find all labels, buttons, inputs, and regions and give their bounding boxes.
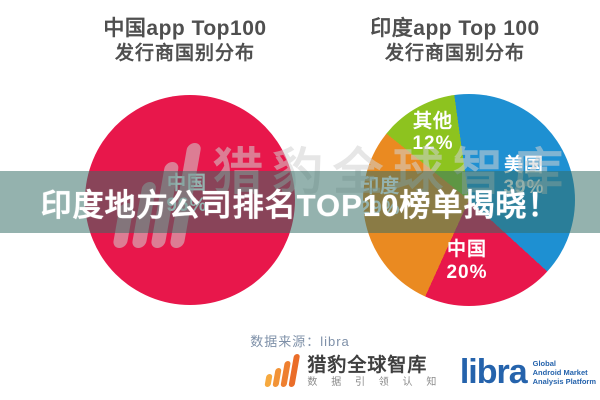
cheetah-lab-title: 猎豹全球智库 bbox=[307, 355, 428, 376]
right-chart-title-line2: 发行商国别分布 bbox=[384, 43, 525, 64]
right-pie-label-usa-name: 美国 bbox=[503, 155, 544, 176]
libra-tagline-line1: Global bbox=[532, 358, 556, 368]
libra-tagline-line3: Analysis Platform bbox=[532, 376, 596, 386]
cheetah-lab-subtitle: 数 据 引 领 认 知 bbox=[307, 377, 442, 388]
right-chart-title-line1: 印度app Top 100 bbox=[370, 17, 540, 40]
right-pie-label-other-name: 其他 bbox=[412, 111, 453, 132]
headline-banner: 印度地方公司排名TOP10榜单揭晓！ bbox=[0, 171, 600, 233]
right-pie-label-other: 其他 12% bbox=[406, 111, 460, 155]
data-source-caption: 数据来源：libra bbox=[250, 334, 350, 349]
libra-tagline: Global Android Market Analysis Platform bbox=[533, 359, 596, 386]
footer-logos: 猎豹全球智库 数 据 引 领 认 知 libra Global Android … bbox=[263, 352, 596, 392]
libra-wordmark: libra bbox=[459, 353, 528, 391]
cheetah-lab-logo: 猎豹全球智库 数 据 引 领 认 知 bbox=[307, 355, 441, 389]
right-pie-label-china: 中国 20% bbox=[436, 238, 498, 284]
right-pie-label-china-name: 中国 bbox=[446, 239, 487, 260]
cheetah-lab-bars-icon bbox=[263, 354, 303, 389]
right-pie-label-other-pct: 12% bbox=[412, 133, 454, 154]
libra-tagline-line2: Android Market bbox=[532, 367, 588, 377]
left-chart-title-line1: 中国app Top100 bbox=[103, 17, 267, 40]
left-chart-title-line2: 发行商国别分布 bbox=[114, 43, 255, 64]
right-pie-label-china-pct: 20% bbox=[446, 262, 488, 283]
left-chart-title: 中国app Top100 发行商国别分布 bbox=[35, 16, 335, 66]
right-chart-title: 印度app Top 100 发行商国别分布 bbox=[325, 16, 585, 66]
headline-text: 印度地方公司排名TOP10榜单揭晓！ bbox=[40, 187, 560, 223]
